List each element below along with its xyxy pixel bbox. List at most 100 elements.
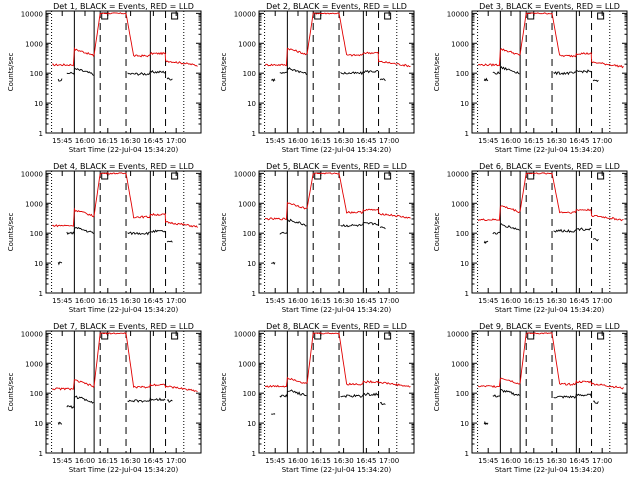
y-tick-label: 10000	[234, 170, 256, 178]
y-tick-label: 1	[465, 130, 469, 138]
lld-series-line	[264, 12, 411, 68]
events-series-line	[492, 66, 520, 75]
y-tick-label: 10	[34, 420, 43, 428]
y-tick-label: 100	[30, 230, 43, 238]
y-tick-label: 1000	[238, 200, 256, 208]
panel-title: Det 4, BLACK = Events, RED = LLD	[53, 162, 194, 171]
x-tick-label: 16:15	[98, 297, 118, 305]
y-tick-label: 10000	[21, 170, 43, 178]
panel-title: Det 9, BLACK = Events, RED = LLD	[479, 322, 620, 331]
events-series-line	[279, 217, 307, 235]
x-tick-label: 17:00	[592, 297, 612, 305]
y-tick-label: 10000	[234, 330, 256, 338]
x-tick-label: 16:00	[501, 457, 521, 465]
marker-box	[171, 172, 179, 180]
y-tick-label: 1000	[238, 360, 256, 368]
y-tick-label: 1	[39, 130, 43, 138]
events-series-line	[127, 396, 166, 403]
x-tick-label: 16:45	[569, 297, 589, 305]
panel-det-5: Det 5, BLACK = Events, RED = LLD 1 10 100 10…	[220, 162, 415, 314]
x-tick-label: 16:45	[569, 457, 589, 465]
plot-frame	[471, 170, 628, 294]
y-tick-label: 10	[247, 260, 256, 268]
events-series-line	[66, 395, 94, 409]
x-tick-label: 16:45	[356, 457, 376, 465]
plot-frame	[45, 10, 202, 134]
y-tick-label: 100	[243, 390, 256, 398]
events-series-line	[57, 78, 63, 82]
y-tick-label: 10	[247, 100, 256, 108]
y-axis-label: Counts/sec	[220, 213, 228, 252]
events-series-line	[271, 413, 276, 415]
x-tick-label: 16:30	[333, 457, 353, 465]
events-series-line	[166, 399, 173, 403]
y-tick-label: 10000	[447, 10, 469, 18]
y-axis-label: Counts/sec	[7, 373, 15, 412]
x-tick-label: 17:00	[166, 137, 186, 145]
plot-frame	[258, 10, 415, 134]
panel-det-3: Det 3, BLACK = Events, RED = LLD 1 10 100 10…	[433, 2, 628, 154]
x-tick-label: 16:45	[356, 137, 376, 145]
y-tick-label: 10000	[447, 170, 469, 178]
y-tick-label: 10000	[447, 330, 469, 338]
x-tick-label: 16:30	[546, 137, 566, 145]
events-series-line	[483, 77, 489, 82]
panel-title: Det 6, BLACK = Events, RED = LLD	[479, 162, 620, 171]
y-tick-label: 10000	[21, 330, 43, 338]
x-tick-label: 17:00	[379, 297, 399, 305]
x-tick-label: 16:15	[98, 457, 118, 465]
events-series-line	[271, 78, 276, 83]
plot-frame	[258, 170, 415, 294]
plot-frame	[471, 10, 628, 134]
panel-det-8: Det 8, BLACK = Events, RED = LLD 1 10 100 10…	[220, 322, 415, 474]
x-axis-label: Start Time (22-Jul-04 15:34:20)	[282, 146, 392, 154]
x-axis-label: Start Time (22-Jul-04 15:34:20)	[495, 306, 605, 314]
events-series-line	[379, 226, 386, 230]
panel-det-1: Det 1, BLACK = Events, RED = LLD 1 10 100 10…	[7, 2, 202, 154]
lld-series-line	[264, 172, 411, 221]
events-series-line	[340, 392, 379, 399]
x-tick-label: 15:45	[478, 297, 498, 305]
x-axis-label: Start Time (22-Jul-04 15:34:20)	[69, 146, 179, 154]
x-tick-label: 16:00	[501, 297, 521, 305]
events-series-line	[166, 77, 173, 81]
x-tick-label: 16:00	[75, 297, 95, 305]
x-tick-label: 15:45	[478, 137, 498, 145]
events-series-line	[483, 420, 489, 426]
x-tick-label: 16:15	[311, 457, 331, 465]
marker-box	[597, 332, 605, 340]
marker-box	[384, 172, 392, 180]
x-tick-label: 16:45	[143, 457, 163, 465]
plot-frame	[471, 330, 628, 454]
x-tick-label: 16:00	[288, 297, 308, 305]
y-axis-label: Counts/sec	[433, 373, 441, 412]
marker-box	[171, 332, 179, 340]
marker-box	[527, 172, 535, 180]
y-axis-label: Counts/sec	[220, 373, 228, 412]
panel-title: Det 8, BLACK = Events, RED = LLD	[266, 322, 407, 331]
y-tick-label: 1	[39, 290, 43, 298]
events-series-line	[279, 66, 307, 75]
panel-title: Det 1, BLACK = Events, RED = LLD	[53, 2, 194, 11]
x-tick-label: 15:45	[52, 137, 72, 145]
lld-series-line	[477, 332, 624, 390]
x-tick-label: 16:30	[333, 297, 353, 305]
x-tick-label: 17:00	[592, 457, 612, 465]
x-tick-label: 16:30	[333, 137, 353, 145]
x-axis-label: Start Time (22-Jul-04 15:34:20)	[69, 306, 179, 314]
events-series-line	[553, 392, 592, 399]
events-series-line	[66, 226, 94, 236]
x-tick-label: 16:00	[75, 457, 95, 465]
x-tick-label: 16:30	[120, 297, 140, 305]
y-tick-label: 1000	[25, 40, 43, 48]
events-series-line	[592, 79, 599, 83]
x-tick-label: 15:45	[52, 297, 72, 305]
events-series-line	[379, 401, 386, 406]
events-series-line	[379, 78, 386, 82]
panel-det-7: Det 7, BLACK = Events, RED = LLD 1 10 100 10…	[7, 322, 202, 474]
marker-box	[171, 12, 179, 20]
events-series-line	[127, 70, 166, 76]
panel-det-6: Det 6, BLACK = Events, RED = LLD 1 10 100 10…	[433, 162, 628, 314]
x-tick-label: 17:00	[592, 137, 612, 145]
events-series-line	[592, 238, 599, 242]
